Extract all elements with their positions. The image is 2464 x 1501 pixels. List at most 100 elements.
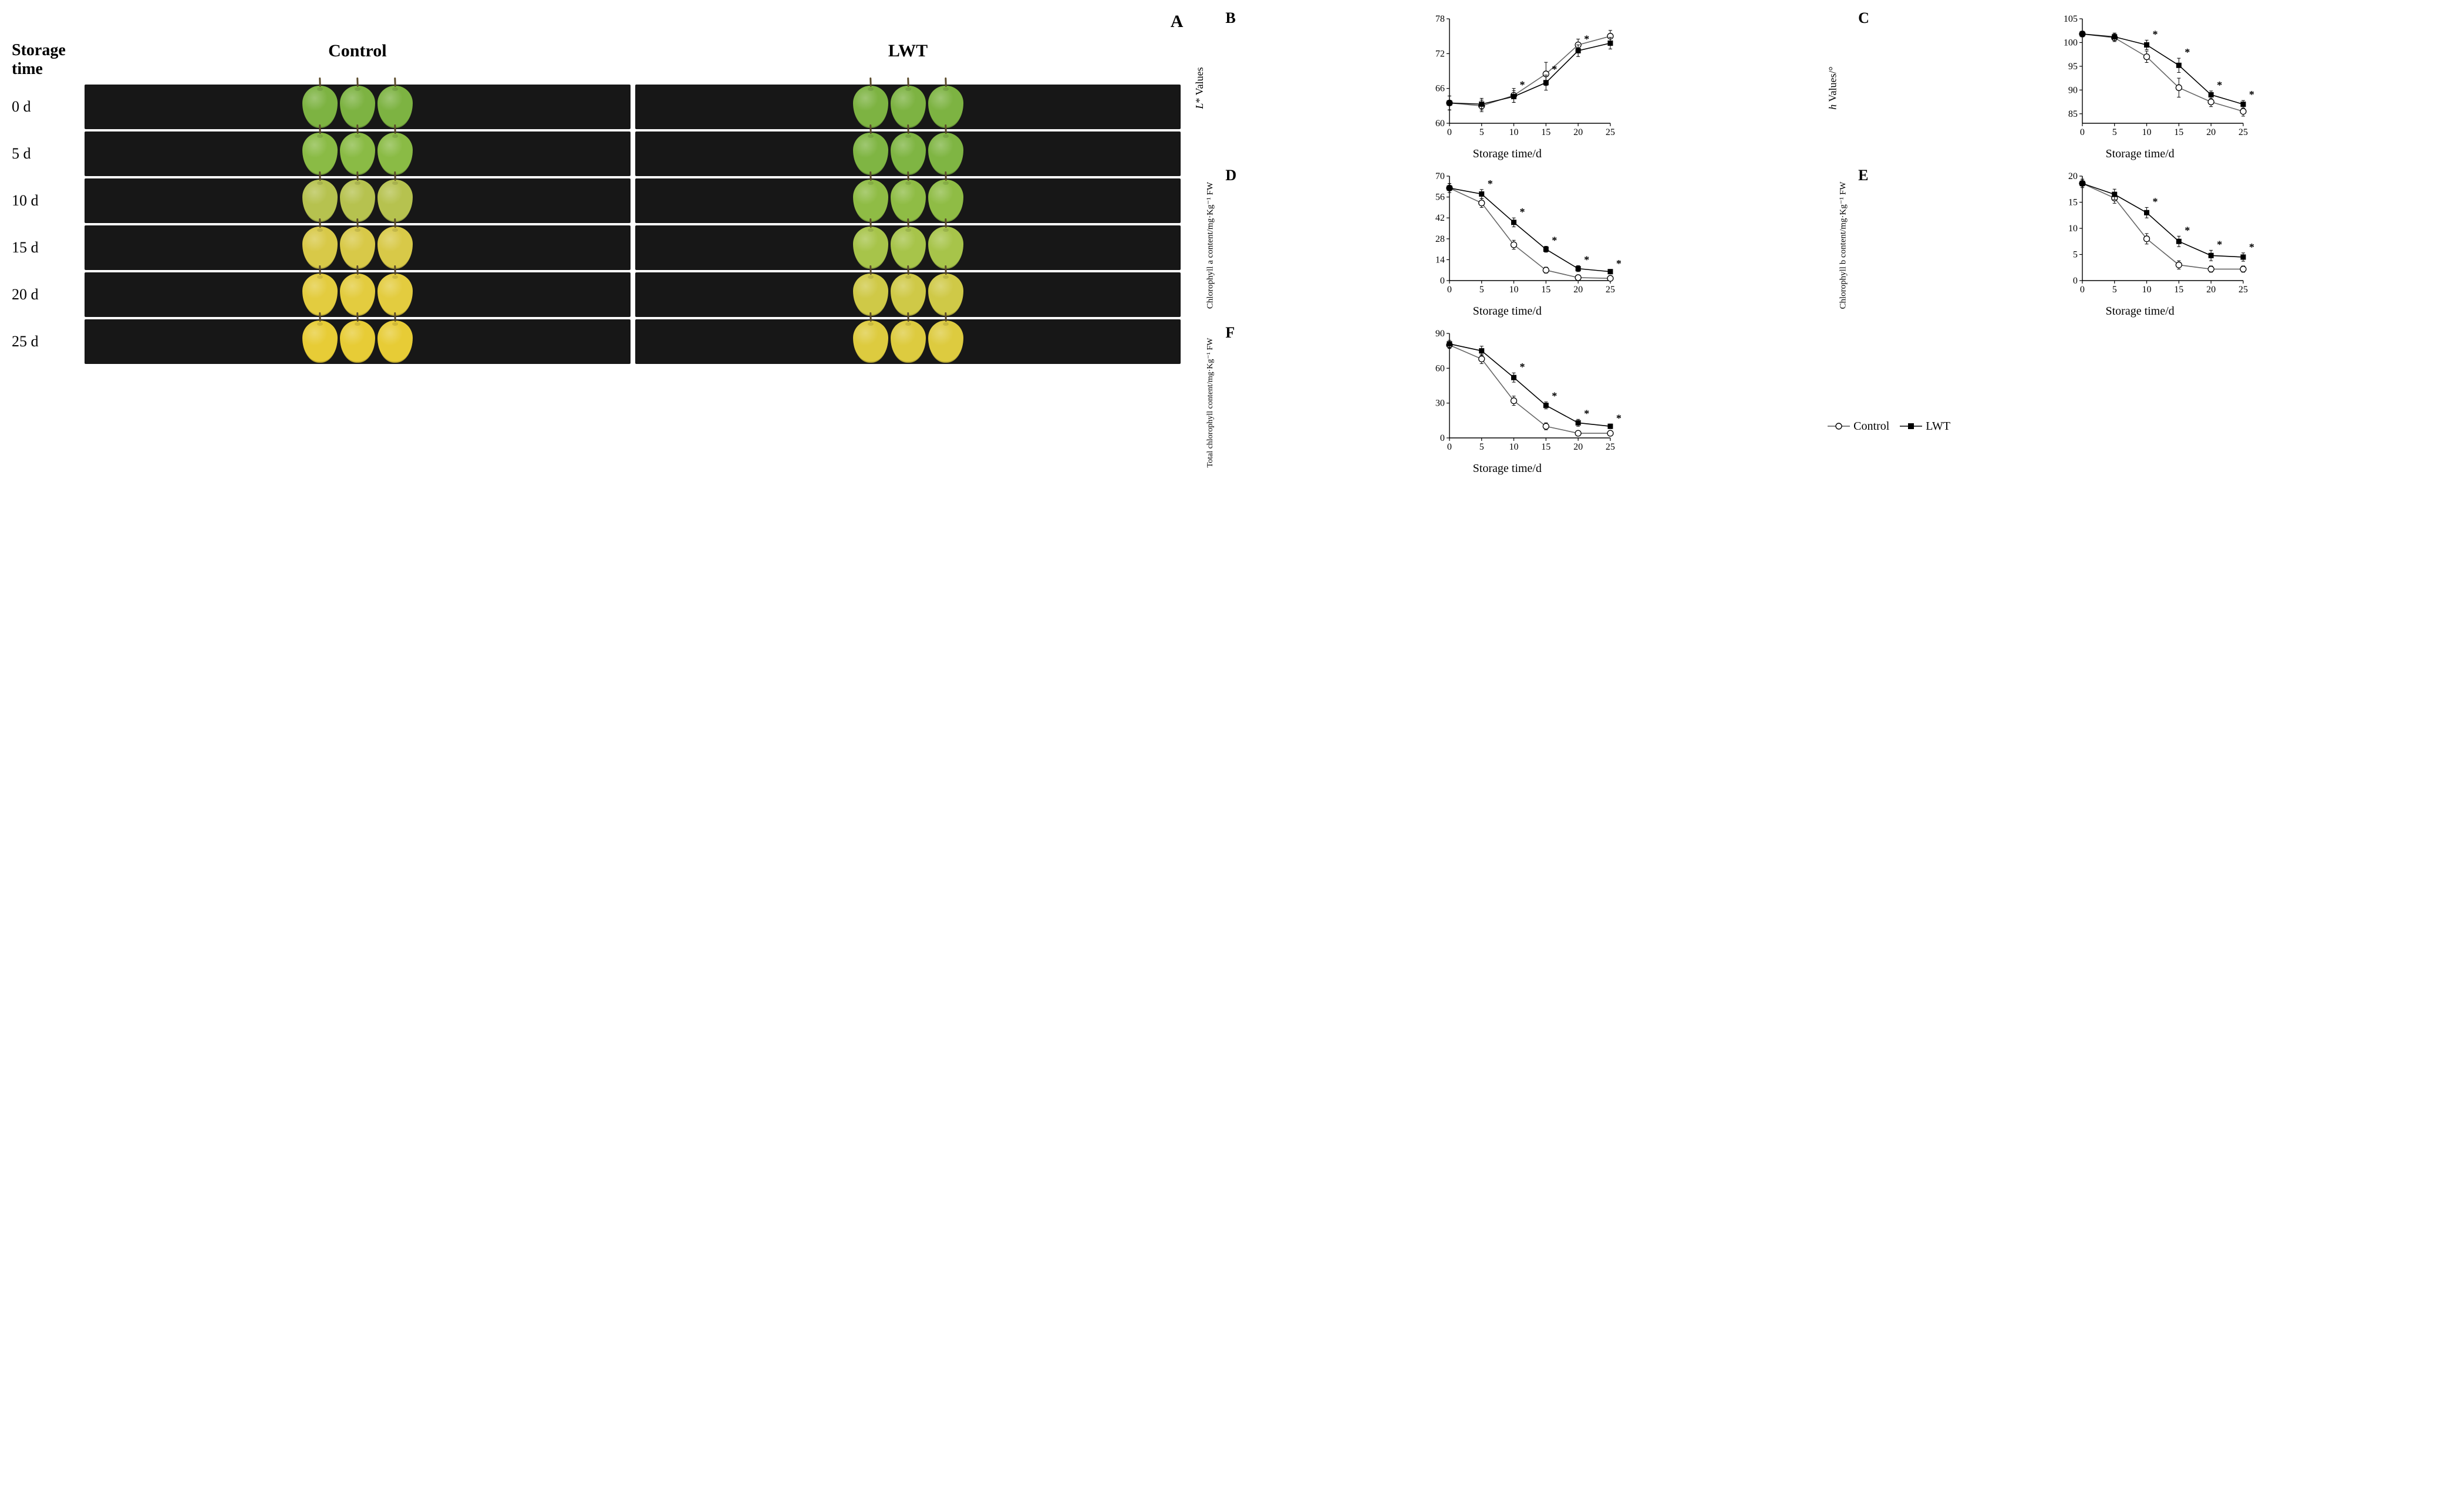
pear-icon (891, 274, 926, 316)
panel-d-label: D (1225, 167, 1236, 184)
svg-text:*: * (2153, 28, 2158, 40)
time-label: 0 d (12, 95, 82, 119)
svg-text:0: 0 (1447, 285, 1452, 295)
svg-text:15: 15 (2068, 198, 2078, 208)
pear-icon (928, 227, 963, 269)
legend-control-icon (1828, 422, 1850, 430)
pear-icon (928, 180, 963, 222)
photo-cell-lwt (633, 271, 1184, 318)
photo-cell-lwt (633, 130, 1184, 177)
svg-text:*: * (1616, 258, 1622, 269)
svg-text:100: 100 (2064, 38, 2078, 48)
svg-text:72: 72 (1435, 49, 1445, 59)
pear-icon (853, 227, 888, 269)
pear-icon (891, 321, 926, 363)
panel-e-xlabel: Storage time/d (2105, 305, 2174, 318)
legend-control-label: Control (1853, 420, 1889, 433)
chart-d-svg: 014284256700510152025***** (1222, 169, 1819, 298)
panel-a: A Storage time Control LWT 0 d5 d10 d15 … (12, 12, 1183, 365)
svg-text:0: 0 (2080, 285, 2085, 295)
chart-c-svg: 8590951001050510152025**** (1855, 12, 2452, 141)
pear-icon (928, 133, 963, 175)
svg-text:*: * (1488, 178, 1493, 190)
time-label: 25 d (12, 329, 82, 354)
pear-icon (928, 321, 963, 363)
svg-text:*: * (2185, 224, 2190, 236)
svg-text:*: * (2153, 195, 2158, 207)
svg-text:105: 105 (2064, 14, 2078, 24)
svg-text:10: 10 (1509, 285, 1519, 295)
photo-row: 0 d (12, 83, 1183, 130)
photo-cell-lwt (633, 318, 1184, 365)
photo-cell-control (82, 224, 633, 271)
panel-d-xlabel: Storage time/d (1473, 305, 1542, 318)
svg-text:14: 14 (1435, 255, 1445, 265)
svg-text:25: 25 (1606, 285, 1615, 295)
svg-text:15: 15 (2174, 127, 2183, 137)
svg-text:*: * (1584, 33, 1589, 45)
time-label: 5 d (12, 141, 82, 166)
svg-text:5: 5 (1479, 442, 1484, 452)
svg-text:25: 25 (1606, 442, 1615, 452)
svg-text:95: 95 (2068, 62, 2078, 72)
panel-e-label: E (1858, 167, 1868, 184)
chart-f-svg: 03060900510152025**** (1222, 326, 1819, 456)
svg-text:5: 5 (1479, 285, 1484, 295)
panel-d-ylabel: Chlorophyll a content/mg·Kg⁻¹ FW (1205, 182, 1216, 309)
svg-text:70: 70 (1435, 171, 1445, 181)
svg-text:20: 20 (1573, 285, 1583, 295)
svg-text:28: 28 (1435, 234, 1445, 244)
legend-control: Control (1828, 420, 1889, 433)
svg-text:5: 5 (2073, 250, 2078, 260)
panel-f-xlabel: Storage time/d (1473, 462, 1542, 475)
svg-text:10: 10 (1509, 442, 1519, 452)
charts-grid: B L* Values 606672780510152025*** Storag… (1195, 12, 2452, 479)
pear-icon (853, 321, 888, 363)
svg-text:*: * (2249, 241, 2254, 253)
figure-root: A Storage time Control LWT 0 d5 d10 d15 … (12, 12, 2452, 479)
time-label: 20 d (12, 282, 82, 307)
svg-text:*: * (1584, 254, 1589, 266)
legend-lwt-icon (1900, 422, 1922, 430)
svg-text:*: * (2217, 238, 2222, 250)
photo-cell-control (82, 177, 633, 224)
svg-text:*: * (1616, 412, 1622, 424)
panel-b-ylabel: L* Values (1194, 67, 1206, 109)
legend: Control LWT (1828, 326, 2452, 479)
svg-text:20: 20 (2068, 171, 2078, 181)
svg-text:78: 78 (1435, 14, 1445, 24)
svg-text:15: 15 (2174, 285, 2183, 295)
photo-cell-control (82, 318, 633, 365)
pear-icon (928, 86, 963, 128)
svg-text:5: 5 (2112, 285, 2117, 295)
svg-text:5: 5 (1479, 127, 1484, 137)
svg-text:*: * (1520, 206, 1525, 218)
svg-text:25: 25 (2239, 127, 2248, 137)
panel-c: C h Values/° 8590951001050510152025**** … (1828, 12, 2452, 164)
svg-text:*: * (2249, 89, 2254, 100)
svg-text:0: 0 (1440, 276, 1445, 286)
svg-text:15: 15 (1542, 127, 1551, 137)
svg-text:*: * (1552, 63, 1558, 75)
pear-icon (853, 274, 888, 316)
panel-e-ylabel: Chlorophyll b content/mg·Kg⁻¹ FW (1838, 182, 1849, 309)
legend-lwt: LWT (1900, 420, 1950, 433)
panel-a-rows: 0 d5 d10 d15 d20 d25 d (12, 83, 1183, 365)
panel-c-label: C (1858, 9, 1869, 27)
svg-text:90: 90 (2068, 85, 2078, 95)
svg-text:0: 0 (1447, 442, 1452, 452)
svg-text:10: 10 (2142, 127, 2152, 137)
photo-cell-control (82, 83, 633, 130)
panel-b: B L* Values 606672780510152025*** Storag… (1195, 12, 1819, 164)
svg-text:*: * (2185, 46, 2190, 58)
svg-text:*: * (2217, 79, 2222, 91)
panel-a-headers: Storage time Control LWT (12, 41, 1183, 79)
panel-b-label: B (1225, 9, 1235, 27)
photo-cell-lwt (633, 83, 1184, 130)
header-storage-time: Storage time (12, 41, 82, 79)
header-control: Control (82, 41, 633, 79)
svg-text:0: 0 (2073, 276, 2078, 286)
svg-text:60: 60 (1435, 119, 1445, 129)
photo-cell-lwt (633, 177, 1184, 224)
photo-row: 5 d (12, 130, 1183, 177)
